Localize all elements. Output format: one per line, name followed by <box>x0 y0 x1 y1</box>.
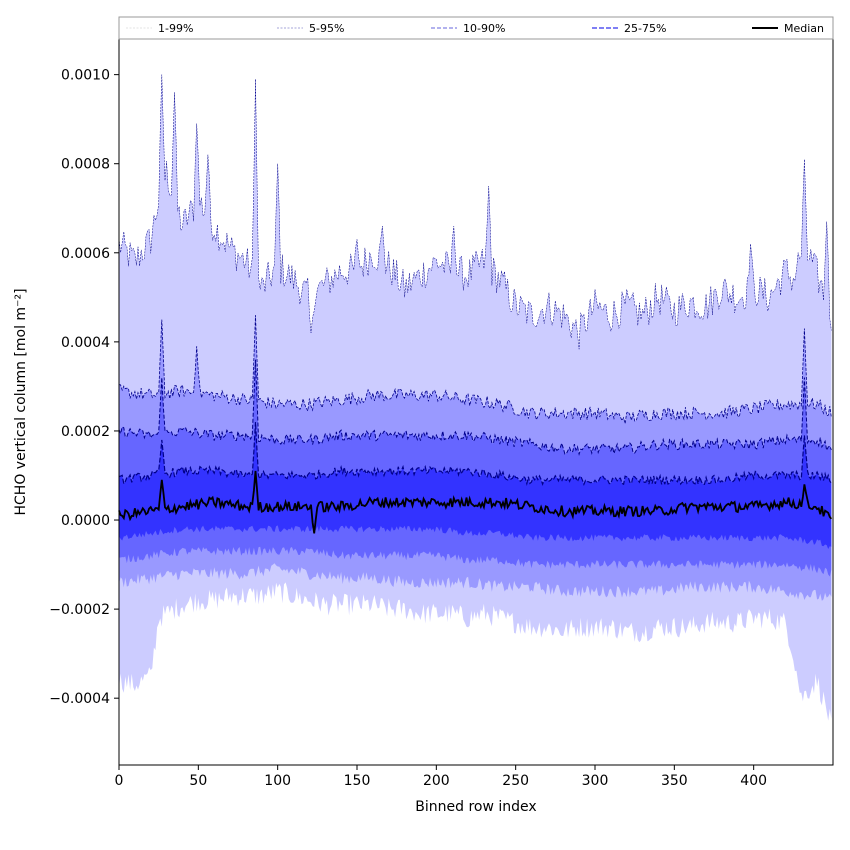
legend-label: 1-99% <box>158 22 193 35</box>
legend-box <box>118 16 834 40</box>
x-tick-label: 150 <box>344 773 371 789</box>
median-layer <box>118 470 833 534</box>
percentile-lines <box>118 74 832 486</box>
x-axis-label: Binned row index <box>415 799 536 815</box>
x-tick-label: 250 <box>502 773 529 789</box>
x-tick-label: 300 <box>582 773 609 789</box>
y-tick-label: 0.0008 <box>61 157 110 173</box>
x-tick-label: 50 <box>189 773 207 789</box>
line-upper-25-75% <box>118 421 832 486</box>
y-tick-label: −0.0002 <box>49 602 110 618</box>
x-tick-label: 200 <box>423 773 450 789</box>
legend-label: 10-90% <box>463 22 505 35</box>
y-tick-label: 0.0010 <box>61 68 110 84</box>
x-tick-label: 350 <box>661 773 688 789</box>
median-line <box>118 470 833 534</box>
legend-label: Median <box>784 22 824 35</box>
line-upper-5-95% <box>118 315 832 424</box>
line-upper-1-99% <box>118 74 832 350</box>
y-tick-label: 0.0002 <box>61 424 110 440</box>
y-tick-label: 0.0000 <box>61 513 110 529</box>
x-axis: 0 50 100 150 200 250 300 350 400 <box>115 765 767 789</box>
y-tick-label: 0.0004 <box>61 335 110 351</box>
legend-label: 25-75% <box>624 22 666 35</box>
x-tick-label: 400 <box>740 773 767 789</box>
legend-label: 5-95% <box>309 22 344 35</box>
line-upper-10-90% <box>118 359 832 457</box>
y-tick-label: 0.0006 <box>61 246 110 262</box>
band-25-75% <box>119 422 832 549</box>
y-axis-label: HCHO vertical column [mol m⁻²] <box>13 288 29 515</box>
x-tick-label: 0 <box>115 773 124 789</box>
x-tick-label: 100 <box>264 773 291 789</box>
y-tick-label: −0.0004 <box>49 691 110 707</box>
legend: 1-99% 5-95% 10-90% 25-75% Median <box>118 16 834 40</box>
y-axis: −0.0004 −0.0002 0.0000 0.0002 0.0004 0.0006 0.… <box>49 68 119 707</box>
